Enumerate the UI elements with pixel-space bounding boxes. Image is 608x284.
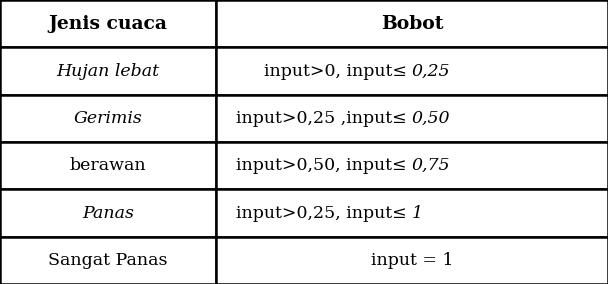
Text: Jenis cuaca: Jenis cuaca [49,15,167,33]
Text: Gerimis: Gerimis [74,110,142,127]
Bar [0,47,216,95]
Bar [216,237,608,284]
Bar [216,47,608,95]
Text: input = 1: input = 1 [371,252,453,269]
Bar [0,0,216,47]
Text: 0,50: 0,50 [412,110,451,127]
Bar [216,142,608,189]
Text: 0,25: 0,25 [412,62,451,80]
Text: Sangat Panas: Sangat Panas [48,252,168,269]
Text: 1: 1 [412,204,423,222]
Text: input>0,50, input≤: input>0,50, input≤ [236,157,412,174]
Bar [0,142,216,189]
Text: Panas: Panas [82,204,134,222]
Bar [216,95,608,142]
Bar [0,95,216,142]
Bar [0,189,216,237]
Bar [0,237,216,284]
Text: input>0, input≤: input>0, input≤ [263,62,412,80]
Text: berawan: berawan [69,157,147,174]
Text: input>0,25 ,input≤: input>0,25 ,input≤ [236,110,412,127]
Text: 0,75: 0,75 [412,157,451,174]
Text: input>0,25, input≤: input>0,25, input≤ [236,204,412,222]
Text: Bobot: Bobot [381,15,443,33]
Bar [216,0,608,47]
Text: Hujan lebat: Hujan lebat [57,62,159,80]
Bar [216,189,608,237]
